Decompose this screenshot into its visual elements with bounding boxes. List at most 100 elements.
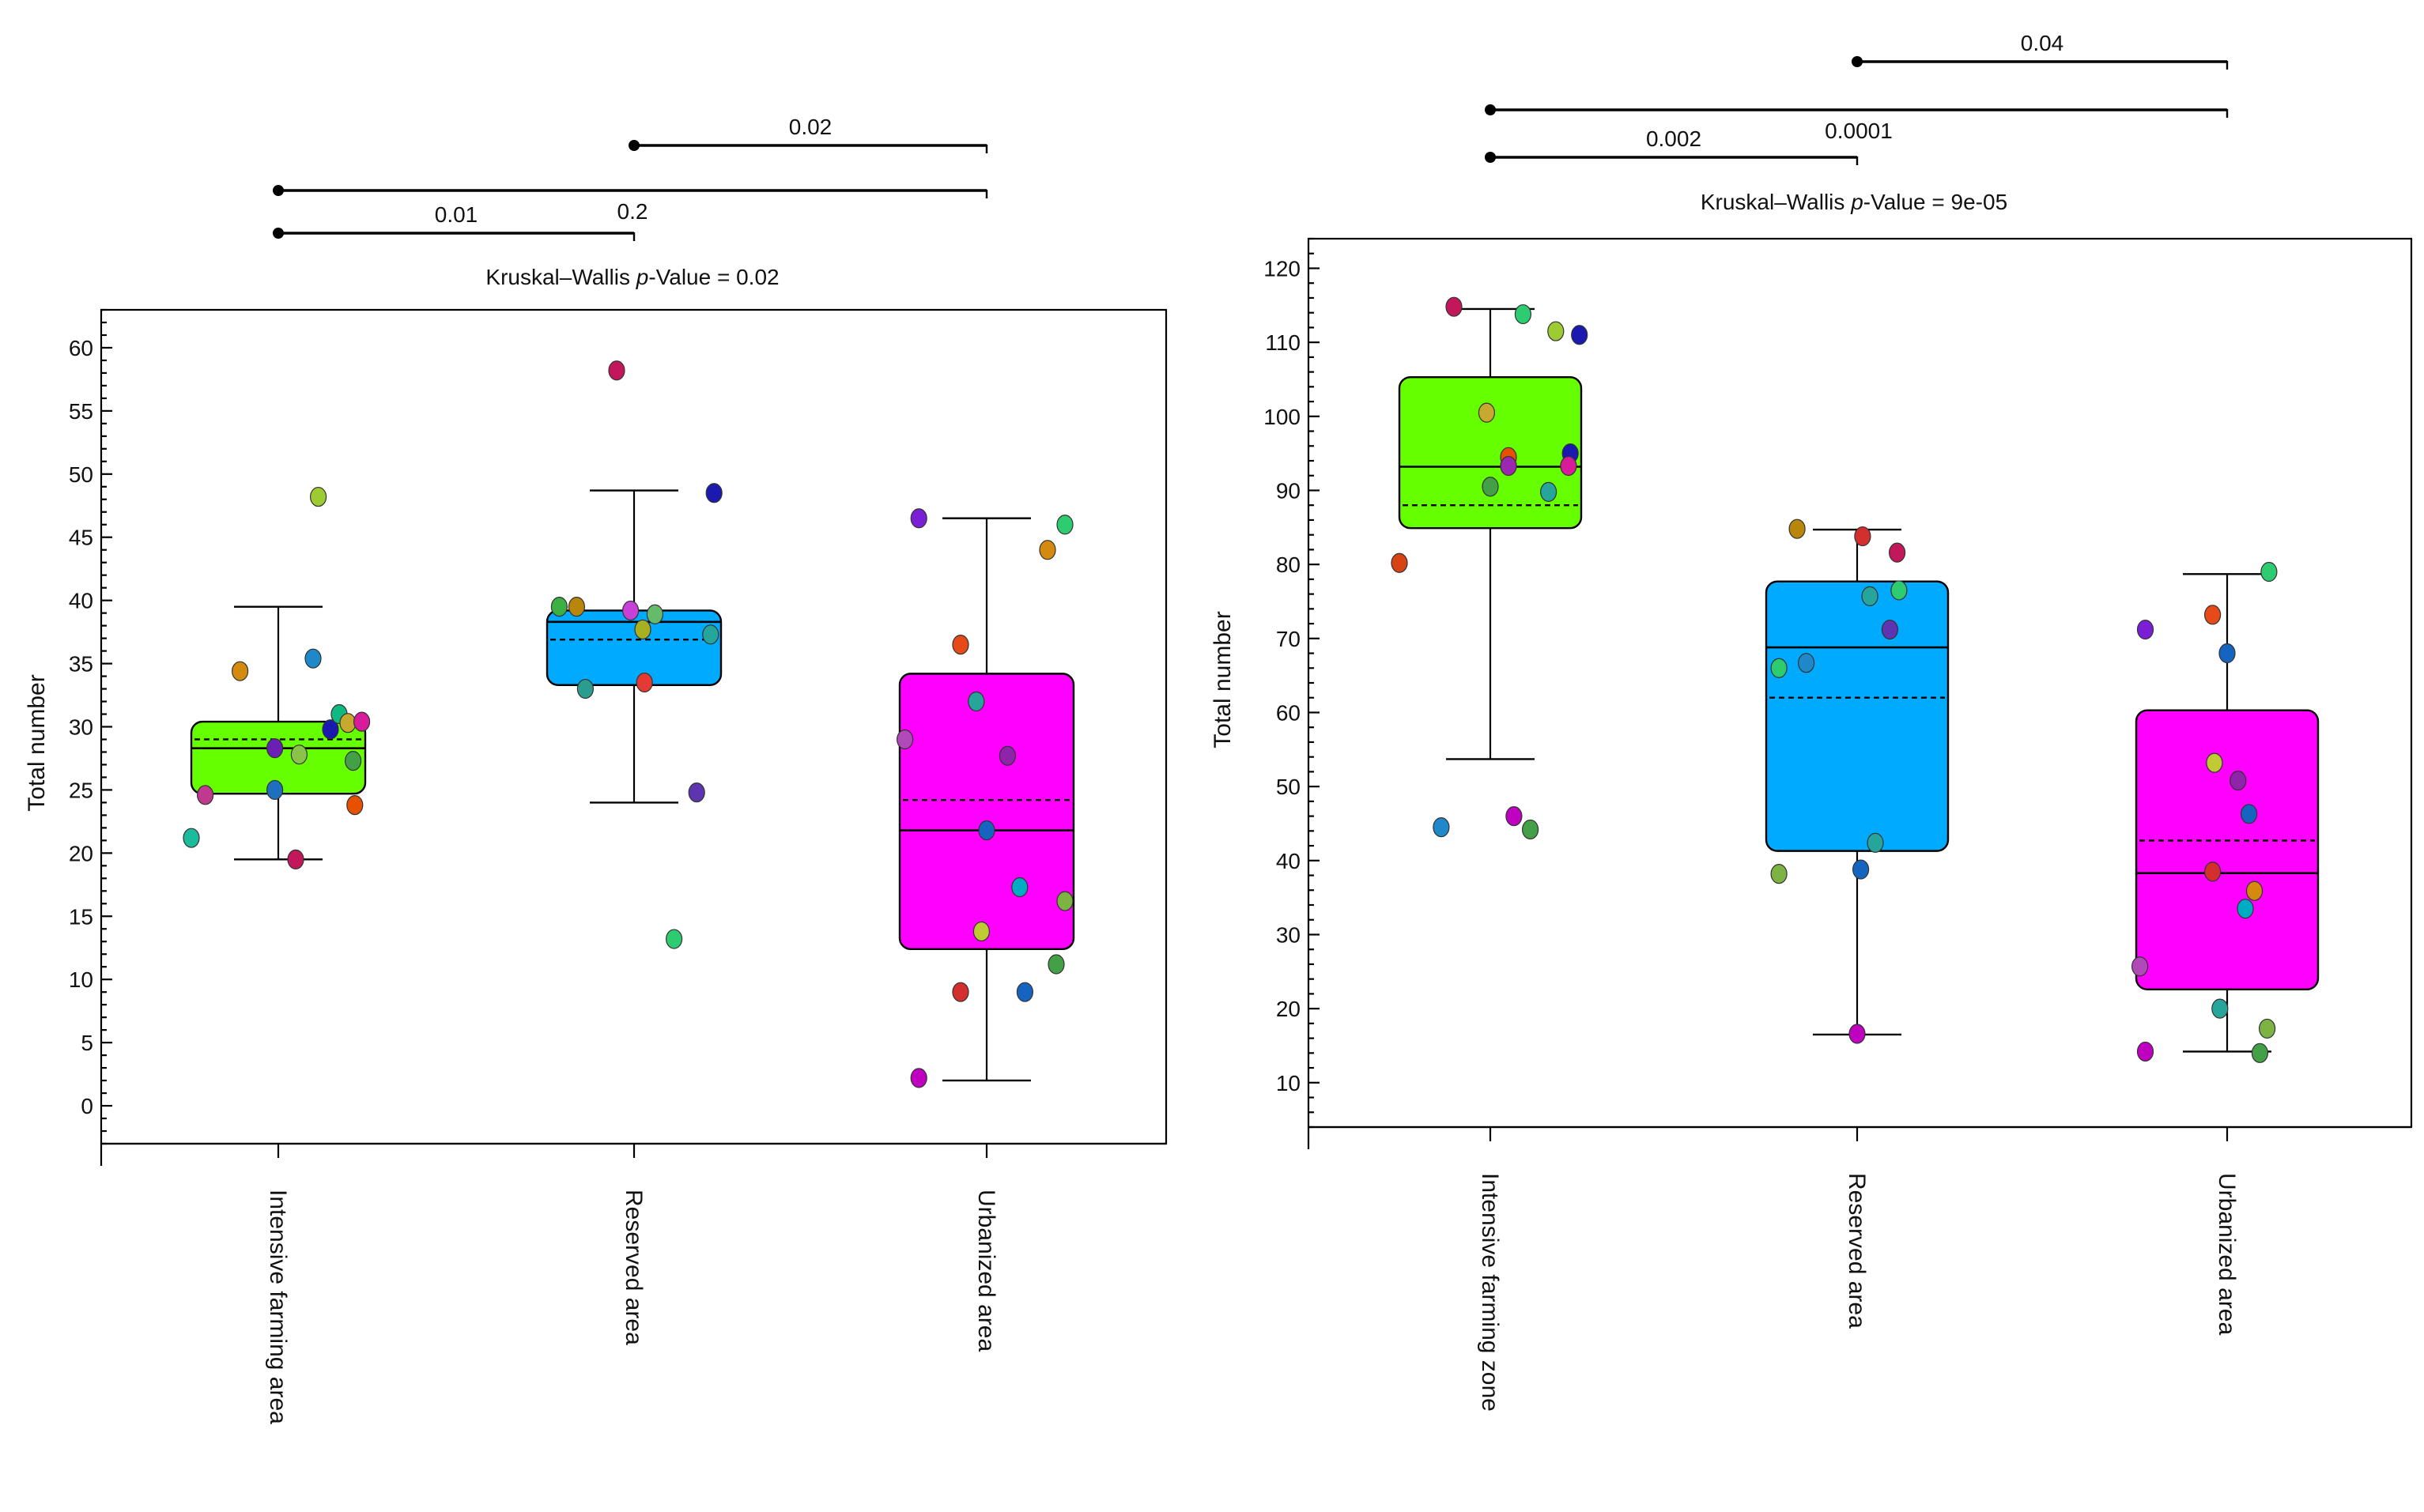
significance-bracket: 0.04 (1852, 31, 2229, 70)
data-point (621, 600, 640, 621)
data-point (266, 779, 284, 801)
y-tick-label: 40 (1276, 849, 1301, 873)
data-point (1514, 304, 1532, 325)
data-point (1867, 832, 1884, 853)
box-2 (2135, 573, 2320, 1053)
data-point (1889, 542, 1906, 563)
data-point (705, 483, 723, 503)
bracket-start-dot (1485, 152, 1496, 163)
bracket-start-dot (273, 185, 284, 196)
bracket-start-dot (1852, 56, 1863, 67)
y-tick-label: 0 (81, 1094, 93, 1118)
data-point (322, 719, 339, 740)
data-point (646, 604, 664, 624)
data-point (1039, 540, 1056, 560)
data-point (197, 785, 214, 805)
y-axis-label-right: Total number (1210, 611, 1236, 748)
data-point (2211, 998, 2229, 1019)
x-category-label: Reserved area (621, 1190, 647, 1345)
data-point (2259, 1018, 2276, 1039)
box-0 (190, 605, 367, 861)
data-point (1560, 455, 1577, 477)
data-point (1547, 321, 1565, 341)
data-point (702, 624, 719, 645)
box-body (1765, 580, 1950, 852)
data-point (1571, 325, 1588, 345)
y-tick-label: 60 (1276, 700, 1301, 725)
box-1 (546, 489, 723, 804)
data-point (266, 738, 284, 759)
data-point (1505, 805, 1523, 827)
data-point (968, 691, 985, 712)
y-tick-label: 80 (1276, 552, 1301, 577)
y-tick-label: 30 (69, 715, 93, 740)
bracket-start-dot (1485, 104, 1496, 115)
data-point (910, 1068, 927, 1088)
data-point (1854, 526, 1871, 547)
data-point (2237, 899, 2254, 919)
p-value-label: 0.0001 (1825, 119, 1893, 143)
data-point (999, 745, 1017, 766)
data-point (978, 820, 995, 841)
p-value-label: 0.04 (2021, 31, 2064, 55)
data-point (665, 929, 683, 949)
x-category-label: Urbanized area (973, 1190, 999, 1352)
data-point (346, 795, 364, 816)
data-point (1788, 518, 1806, 539)
y-tick-label: 10 (1276, 1071, 1301, 1095)
kruskal-wallis-label-right: Kruskal–Wallis p-Value = 9e-05 (1701, 190, 2007, 214)
panel-right: Kruskal–Wallis p-Value = 9e-05 Total num… (1210, 31, 2413, 1412)
data-point (345, 751, 362, 771)
data-point (2131, 956, 2149, 977)
y-tick-label: 20 (1276, 997, 1301, 1021)
y-tick-label: 20 (69, 841, 93, 865)
box-1 (1765, 528, 1950, 1036)
data-point (1500, 455, 1517, 477)
data-point (2251, 1043, 2268, 1063)
p-value-label: 0.02 (789, 115, 833, 139)
significance-bracket: 0.02 (629, 115, 988, 153)
y-tick-label: 55 (69, 399, 93, 424)
y-tick-label: 45 (69, 526, 93, 550)
data-point (2245, 880, 2264, 901)
panel-left: Kruskal–Wallis p-Value = 0.02 Total numb… (24, 115, 1168, 1424)
data-point (1391, 552, 1408, 573)
x-category-label: Intensive farming area (265, 1190, 291, 1424)
data-point (232, 661, 249, 681)
data-point (608, 360, 625, 381)
y-tick-label: 70 (1276, 627, 1301, 651)
box-body (1398, 375, 1583, 530)
data-point (1011, 877, 1029, 898)
data-point (1016, 982, 1034, 1002)
significance-bracket: 0.01 (273, 202, 636, 241)
data-point (339, 713, 357, 733)
data-point (183, 828, 200, 848)
data-point (896, 729, 914, 750)
data-point (550, 597, 568, 617)
y-tick-label: 120 (1263, 256, 1301, 281)
significance-bracket: 0.2 (273, 185, 988, 224)
bracket-start-dot (273, 228, 284, 239)
y-tick-label: 15 (69, 904, 93, 929)
data-point (952, 982, 969, 1002)
y-tick-label: 35 (69, 652, 93, 677)
data-point (290, 745, 308, 765)
data-point (1848, 1024, 1866, 1044)
data-point (1056, 515, 1074, 535)
data-point (1482, 477, 1499, 497)
data-point (2136, 1041, 2154, 1062)
bracket-start-dot (629, 140, 640, 151)
data-point (910, 508, 927, 529)
data-point (1048, 954, 1065, 975)
data-point (1861, 586, 1878, 607)
data-point (634, 619, 651, 640)
data-point (688, 782, 705, 803)
p-value-label: 0.2 (617, 199, 648, 224)
data-point (1798, 653, 1815, 673)
data-point (310, 486, 327, 507)
box-body (2135, 709, 2320, 990)
data-point (972, 921, 991, 942)
kruskal-wallis-label-left: Kruskal–Wallis p-Value = 0.02 (485, 265, 779, 289)
y-tick-label: 90 (1276, 478, 1301, 503)
